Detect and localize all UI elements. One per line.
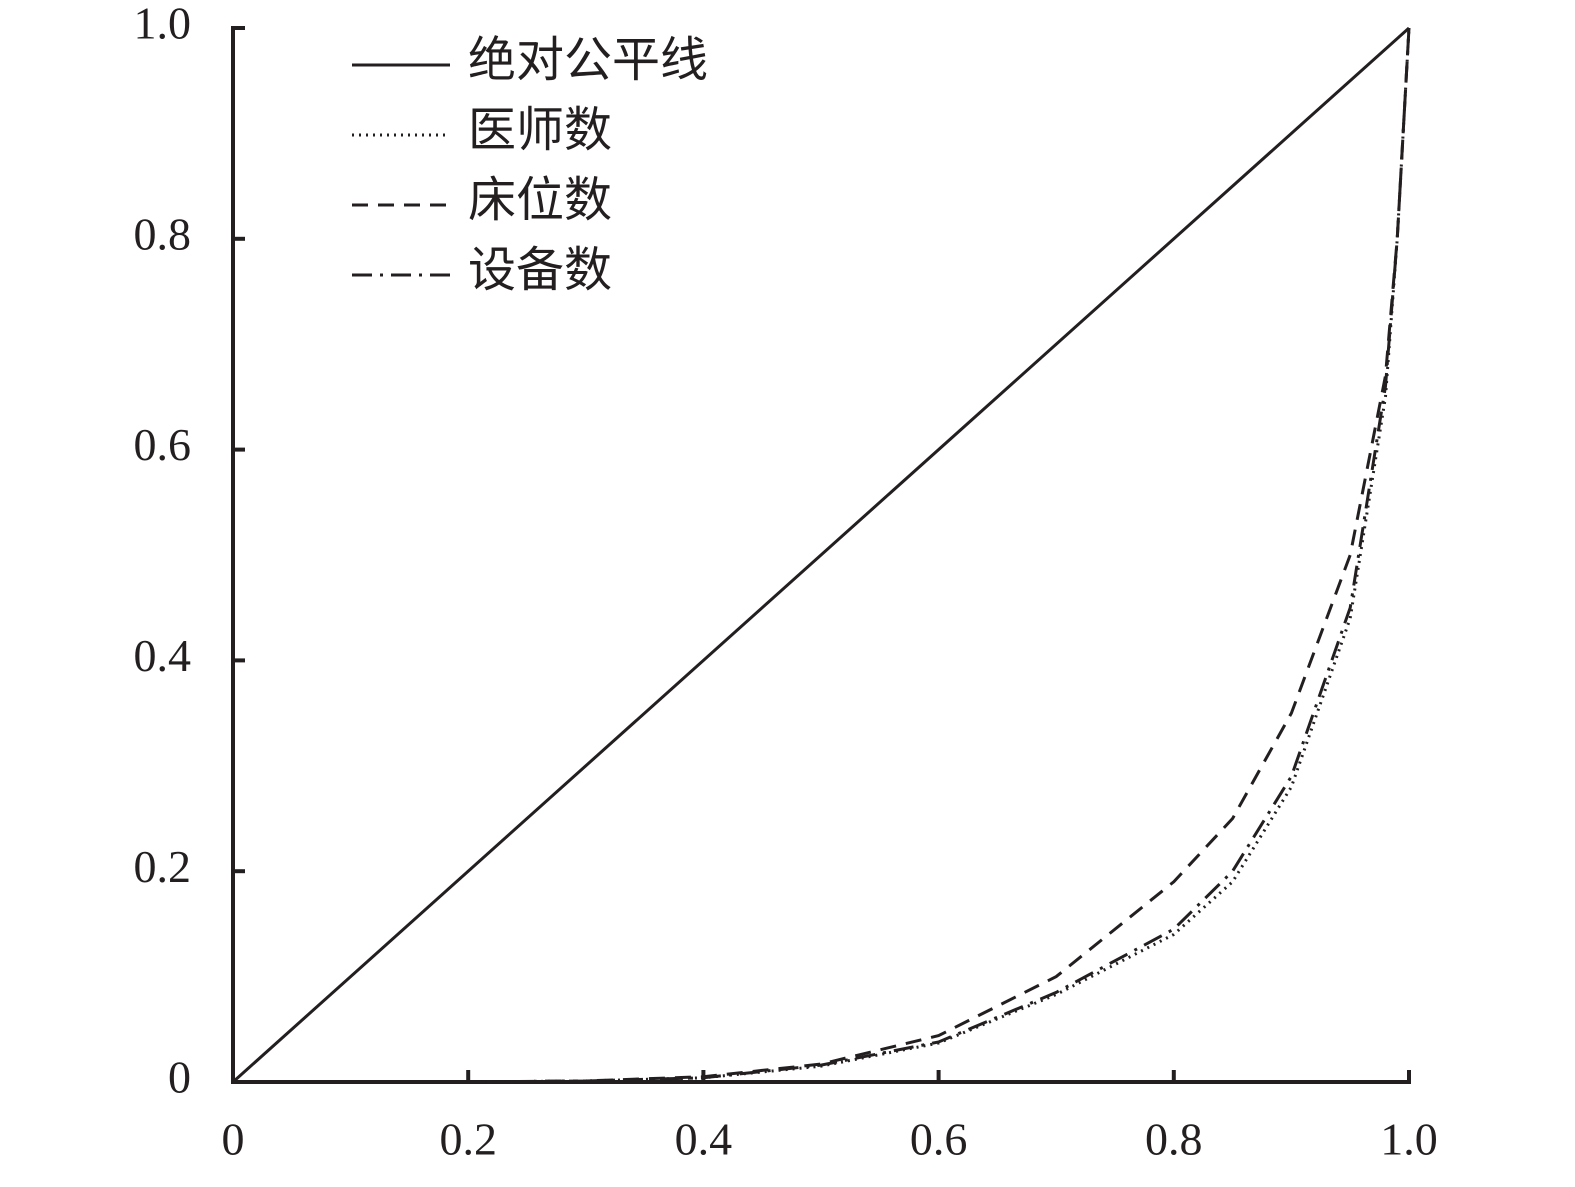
- x-tick-label: 0.8: [1145, 1114, 1203, 1165]
- legend-label: 绝对公平线: [468, 34, 708, 87]
- y-tick-label: 0.8: [134, 208, 192, 259]
- x-tick-label: 1.0: [1380, 1114, 1438, 1165]
- legend-label: 床位数: [468, 174, 612, 227]
- legend-label: 医师数: [468, 104, 612, 157]
- x-tick-label: 0.6: [910, 1114, 968, 1165]
- x-tick-label: 0.4: [675, 1114, 733, 1165]
- series-line: [231, 26, 1411, 1084]
- series-line: [233, 27, 1411, 1084]
- y-tick-label: 0.6: [134, 419, 192, 470]
- y-tick-label: 0.2: [134, 841, 192, 892]
- x-tick-label: 0: [222, 1114, 245, 1165]
- y-tick-label: 0.4: [134, 630, 192, 681]
- y-tick-label: 1.0: [134, 0, 192, 49]
- x-tick-label: 0.2: [439, 1114, 497, 1165]
- y-tick-label: 0: [168, 1052, 191, 1103]
- legend-label: 设备数: [468, 244, 612, 297]
